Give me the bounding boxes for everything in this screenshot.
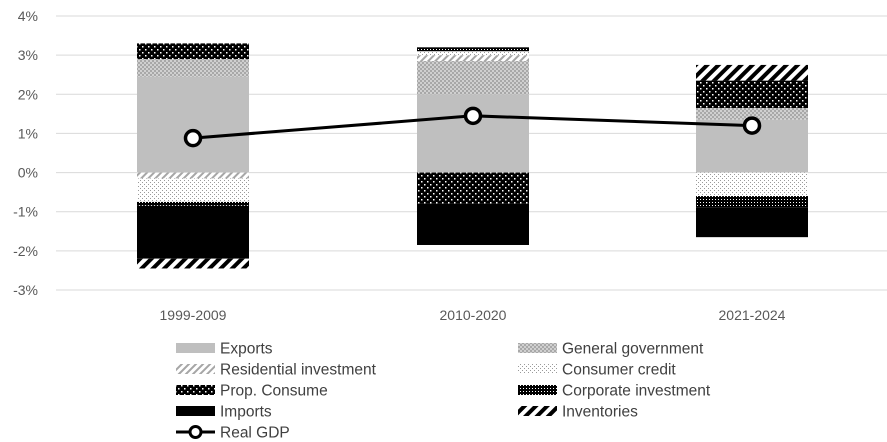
bar-segment-inv — [696, 64, 808, 81]
bar-segment-exports — [417, 94, 529, 173]
bar-segment-prop — [137, 43, 249, 60]
bar-segment-credit — [696, 172, 808, 197]
bar-segment-imports — [417, 203, 529, 245]
stacked-bars — [137, 43, 808, 269]
real-gdp-point — [183, 128, 203, 148]
bar-segment-gov — [417, 61, 529, 95]
legend-label: Corporate investment — [562, 383, 711, 400]
y-tick-label: 2% — [18, 86, 38, 102]
legend-swatch-real-gdp-marker — [188, 425, 203, 439]
real-gdp-point — [463, 106, 483, 126]
bar-segment-corp — [696, 196, 808, 208]
legend-label: Real GDP — [220, 425, 290, 442]
bar-segment-credit — [137, 178, 249, 202]
legend-swatch-credit — [518, 364, 557, 374]
bar-segment-exports — [137, 76, 249, 173]
y-tick-label: 3% — [18, 47, 38, 63]
real-gdp-point — [742, 116, 762, 135]
y-tick-label: 0% — [18, 165, 38, 181]
y-tick-label: -3% — [13, 282, 38, 298]
x-tick-label: 2010-2020 — [440, 307, 507, 323]
legend-swatch-gov — [518, 343, 557, 353]
bar-segment-gov — [696, 107, 808, 120]
bar-segment-corp — [137, 201, 249, 206]
bar-segment-credit — [417, 51, 529, 56]
legend-swatch-corp — [518, 385, 557, 395]
bar-segment-corp — [417, 47, 529, 52]
y-tick-label: 1% — [18, 125, 38, 141]
bar-segment-inv — [137, 258, 249, 269]
legend-label: Imports — [220, 404, 272, 421]
y-tick-label: -1% — [13, 204, 38, 220]
legend-swatch-inv — [518, 406, 557, 416]
bar-segment-resid — [137, 172, 249, 179]
bar-segment-imports — [696, 207, 808, 238]
legend-swatch-prop — [176, 385, 215, 395]
x-tick-label: 2021-2024 — [719, 307, 786, 323]
legend: Exports General government Residential inv… — [176, 341, 711, 442]
legend-label: Prop. Consume — [220, 383, 328, 400]
legend-label: Residential investment — [220, 362, 377, 379]
bar-segment-prop — [417, 172, 529, 204]
legend-label: Inventories — [562, 404, 638, 421]
real-gdp-line — [183, 106, 762, 148]
legend-swatch-imports — [176, 406, 215, 416]
legend-label: General government — [562, 341, 704, 358]
legend-label: Exports — [220, 341, 273, 358]
x-tick-label: 1999-2009 — [160, 307, 227, 323]
y-tick-label: -2% — [13, 243, 38, 259]
y-axis: -3% -2% -1% 0% 1% 2% 3% 4% — [13, 8, 38, 298]
bar-segment-prop — [696, 80, 808, 108]
bar-segment-imports — [137, 205, 249, 259]
bar-segment-gov — [137, 59, 249, 77]
bar-segment-resid — [417, 55, 529, 62]
legend-label: Consumer credit — [562, 362, 676, 379]
y-tick-label: 4% — [18, 8, 38, 24]
legend-swatch-exports — [176, 343, 215, 353]
x-axis: 1999-2009 2010-2020 2021-2024 — [160, 307, 786, 323]
legend-swatch-resid — [176, 364, 215, 374]
